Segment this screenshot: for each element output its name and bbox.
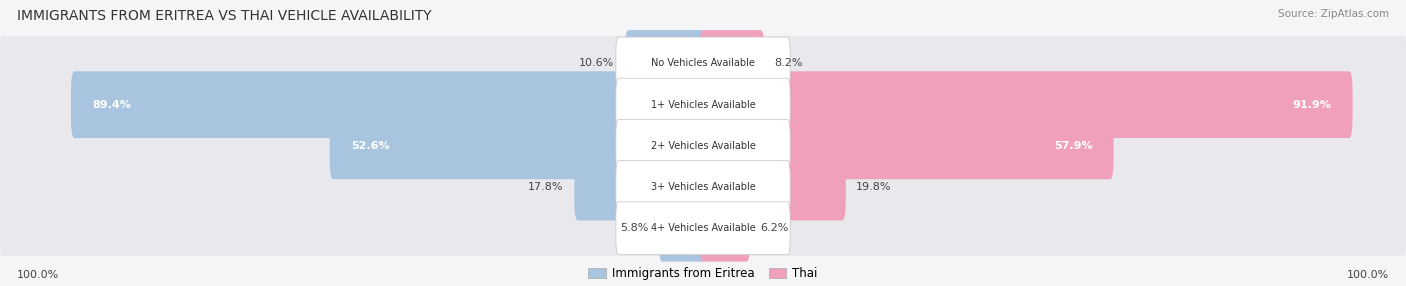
- FancyBboxPatch shape: [70, 71, 707, 138]
- FancyBboxPatch shape: [700, 112, 1114, 179]
- FancyBboxPatch shape: [0, 160, 1406, 214]
- Text: IMMIGRANTS FROM ERITREA VS THAI VEHICLE AVAILABILITY: IMMIGRANTS FROM ERITREA VS THAI VEHICLE …: [17, 9, 432, 23]
- FancyBboxPatch shape: [626, 30, 707, 97]
- Text: 2+ Vehicles Available: 2+ Vehicles Available: [651, 141, 755, 151]
- FancyBboxPatch shape: [700, 30, 765, 97]
- FancyBboxPatch shape: [616, 78, 790, 131]
- FancyBboxPatch shape: [329, 112, 707, 179]
- FancyBboxPatch shape: [700, 154, 846, 221]
- FancyBboxPatch shape: [616, 202, 790, 255]
- FancyBboxPatch shape: [0, 36, 1406, 91]
- Text: 57.9%: 57.9%: [1054, 141, 1092, 151]
- Text: 19.8%: 19.8%: [856, 182, 891, 192]
- Text: 17.8%: 17.8%: [529, 182, 564, 192]
- FancyBboxPatch shape: [0, 77, 1406, 132]
- FancyBboxPatch shape: [616, 120, 790, 172]
- Legend: Immigrants from Eritrea, Thai: Immigrants from Eritrea, Thai: [588, 267, 818, 280]
- Text: 100.0%: 100.0%: [1347, 270, 1389, 280]
- Text: 6.2%: 6.2%: [761, 223, 789, 233]
- Text: 1+ Vehicles Available: 1+ Vehicles Available: [651, 100, 755, 110]
- Text: 100.0%: 100.0%: [17, 270, 59, 280]
- Text: 3+ Vehicles Available: 3+ Vehicles Available: [651, 182, 755, 192]
- Text: 89.4%: 89.4%: [91, 100, 131, 110]
- Text: 8.2%: 8.2%: [775, 59, 803, 68]
- FancyBboxPatch shape: [575, 154, 707, 221]
- Text: 52.6%: 52.6%: [352, 141, 389, 151]
- Text: No Vehicles Available: No Vehicles Available: [651, 59, 755, 68]
- Text: 10.6%: 10.6%: [579, 59, 614, 68]
- FancyBboxPatch shape: [0, 201, 1406, 256]
- Text: Source: ZipAtlas.com: Source: ZipAtlas.com: [1278, 9, 1389, 19]
- FancyBboxPatch shape: [616, 161, 790, 213]
- FancyBboxPatch shape: [616, 37, 790, 90]
- FancyBboxPatch shape: [0, 118, 1406, 173]
- Text: 91.9%: 91.9%: [1292, 100, 1331, 110]
- FancyBboxPatch shape: [658, 195, 707, 262]
- FancyBboxPatch shape: [700, 195, 751, 262]
- Text: 4+ Vehicles Available: 4+ Vehicles Available: [651, 223, 755, 233]
- FancyBboxPatch shape: [700, 71, 1353, 138]
- Text: 5.8%: 5.8%: [620, 223, 648, 233]
